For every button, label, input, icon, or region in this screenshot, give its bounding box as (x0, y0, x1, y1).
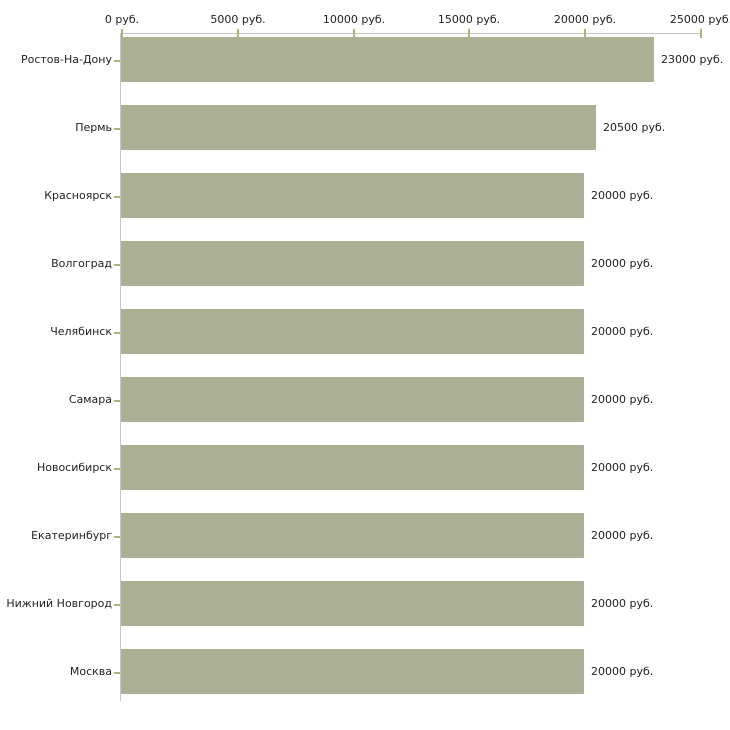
category-label: Екатеринбург (31, 528, 112, 542)
category-tick-mark (114, 468, 120, 470)
x-tick-label: 0 руб. (104, 13, 140, 26)
category-tick-mark (114, 332, 120, 334)
category-label: Ростов-На-Дону (20, 52, 112, 66)
bar (121, 105, 596, 150)
category-tick-mark (114, 400, 120, 402)
bar (121, 37, 654, 82)
x-tick-mark (468, 29, 470, 38)
value-label: 20000 руб. (591, 664, 654, 678)
bar (121, 513, 584, 558)
bar (121, 173, 584, 218)
category-tick-mark (114, 604, 120, 606)
x-axis-line (121, 33, 701, 34)
x-tick-mark (584, 29, 586, 38)
category-label: Пермь (75, 120, 112, 134)
bar (121, 309, 584, 354)
value-label: 23000 руб. (661, 52, 724, 66)
x-tick-mark (237, 29, 239, 38)
x-tick-label: 15000 руб. (437, 13, 501, 26)
value-label: 20000 руб. (591, 392, 654, 406)
value-label: 20000 руб. (591, 324, 654, 338)
y-axis-line (120, 33, 121, 701)
category-label: Нижний Новгород (6, 596, 112, 610)
value-label: 20000 руб. (591, 460, 654, 474)
category-label: Волгоград (51, 256, 112, 270)
x-tick-mark (700, 29, 702, 38)
category-tick-mark (114, 536, 120, 538)
category-tick-mark (114, 128, 120, 130)
value-label: 20000 руб. (591, 528, 654, 542)
x-tick-label: 20000 руб. (553, 13, 617, 26)
category-tick-mark (114, 672, 120, 674)
x-tick-label: 25000 руб. (669, 13, 730, 26)
category-label: Красноярск (44, 188, 112, 202)
bar (121, 649, 584, 694)
category-tick-mark (114, 60, 120, 62)
bar (121, 377, 584, 422)
value-label: 20500 руб. (603, 120, 666, 134)
x-tick-label: 10000 руб. (322, 13, 386, 26)
category-label: Москва (69, 664, 112, 678)
category-label: Самара (68, 392, 112, 406)
category-label: Новосибирск (36, 460, 112, 474)
value-label: 20000 руб. (591, 256, 654, 270)
x-tick-label: 5000 руб. (210, 13, 266, 26)
bar (121, 581, 584, 626)
category-tick-mark (114, 196, 120, 198)
bar (121, 241, 584, 286)
value-label: 20000 руб. (591, 188, 654, 202)
category-label: Челябинск (50, 324, 112, 338)
value-label: 20000 руб. (591, 596, 654, 610)
bar (121, 445, 584, 490)
category-tick-mark (114, 264, 120, 266)
x-tick-mark (121, 29, 123, 38)
x-tick-mark (353, 29, 355, 38)
